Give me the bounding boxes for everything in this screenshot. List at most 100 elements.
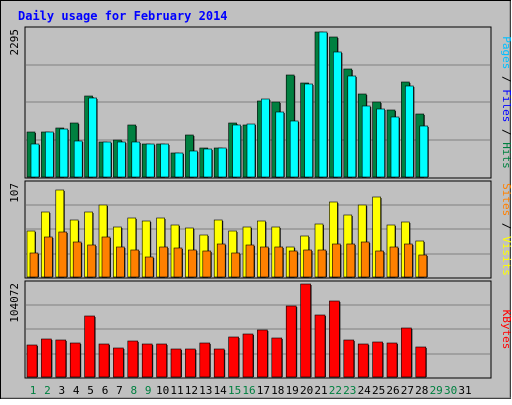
x-label-day-18: 18 — [271, 384, 284, 397]
bar-pages-day-9 — [145, 143, 155, 178]
x-label-day-22: 22 — [329, 384, 342, 397]
bar-pages-day-14 — [217, 147, 227, 178]
bar-pages-day-20 — [304, 83, 313, 178]
series-label-part: / — [500, 69, 512, 89]
bar-kbytes-day-19 — [285, 305, 297, 378]
bar-kbytes-day-8 — [127, 340, 139, 378]
x-label-day-3: 3 — [58, 384, 65, 397]
x-label-day-19: 19 — [286, 384, 299, 397]
bar-pages-day-26 — [390, 116, 400, 178]
bar-pages-day-19 — [289, 120, 299, 178]
panel-2-series-label: KBytes — [500, 310, 512, 350]
bar-sites-day-22 — [332, 243, 341, 278]
bar-kbytes-day-28 — [415, 346, 427, 378]
x-label-day-1: 1 — [30, 384, 37, 397]
bar-kbytes-day-4 — [69, 342, 81, 378]
bar-sites-day-15 — [231, 252, 240, 278]
series-label-part: KBytes — [500, 310, 512, 350]
series-label-part: Sites — [500, 183, 512, 216]
bar-pages-day-15 — [232, 124, 241, 178]
x-label-day-15: 15 — [228, 384, 241, 397]
chart-panels: 2295 Pages / Files / Hits 107 Sites / Visit… — [8, 26, 512, 379]
series-label-part: Visits — [500, 236, 512, 276]
bar-pages-day-1 — [30, 143, 40, 178]
x-label-day-23: 23 — [343, 384, 356, 397]
bar-sites-day-1 — [29, 252, 39, 278]
bar-pages-day-6 — [102, 141, 112, 178]
bar-kbytes-day-26 — [386, 342, 398, 378]
bar-sites-day-12 — [188, 249, 197, 278]
bar-sites-day-4 — [72, 241, 82, 278]
series-label-part: Hits — [500, 142, 512, 169]
bar-pages-day-21 — [318, 31, 328, 178]
bar-sites-day-7 — [116, 246, 125, 278]
bar-kbytes-day-11 — [170, 348, 182, 378]
bar-kbytes-day-22 — [329, 300, 340, 378]
x-label-day-21: 21 — [314, 384, 327, 397]
x-axis-labels: 1 2 3 4 5 6 7 8 9 10 11 12 13 14 15 16 17 18 19 20 21 22 23 24 2… — [30, 384, 472, 397]
bar-sites-day-6 — [101, 236, 111, 278]
x-label-day-30: 30 — [444, 384, 457, 397]
x-label-day-13: 13 — [199, 384, 212, 397]
bar-kbytes-day-10 — [156, 343, 167, 378]
bar-pages-day-5 — [88, 97, 97, 178]
x-label-day-14: 14 — [214, 384, 228, 397]
bar-sites-day-10 — [159, 246, 168, 278]
bar-kbytes-day-25 — [372, 341, 383, 378]
x-label-day-10: 10 — [156, 384, 169, 397]
x-label-day-5: 5 — [87, 384, 94, 397]
bar-pages-day-10 — [160, 143, 169, 178]
bar-pages-day-28 — [419, 125, 429, 178]
bar-sites-day-14 — [216, 243, 226, 278]
bar-pages-day-25 — [376, 108, 385, 178]
bar-sites-day-2 — [44, 236, 53, 278]
bar-pages-day-18 — [275, 111, 285, 178]
bar-kbytes-day-17 — [257, 329, 268, 378]
x-label-day-2: 2 — [44, 384, 51, 397]
bar-sites-day-17 — [260, 246, 269, 278]
x-label-day-4: 4 — [73, 384, 80, 397]
x-label-day-16: 16 — [242, 384, 255, 397]
bar-sites-day-24 — [360, 241, 370, 278]
x-label-day-26: 26 — [386, 384, 399, 397]
bar-sites-day-20 — [303, 249, 312, 278]
panel-0-series-label: Pages / Files / Hits — [500, 36, 512, 169]
series-label-part: / — [500, 216, 512, 236]
x-label-day-27: 27 — [401, 384, 414, 397]
bar-kbytes-day-18 — [271, 337, 283, 378]
panel-1-series-label: Sites / Visits — [500, 183, 512, 276]
series-label-part: / — [500, 122, 512, 142]
x-label-day-6: 6 — [102, 384, 109, 397]
x-label-day-31: 31 — [458, 384, 471, 397]
bar-sites-day-25 — [375, 250, 384, 278]
panel-0-y-max-label: 2295 — [8, 29, 21, 56]
bar-kbytes-day-14 — [213, 348, 225, 378]
bar-kbytes-day-7 — [113, 347, 124, 378]
bar-kbytes-day-20 — [300, 283, 311, 378]
x-label-day-8: 8 — [130, 384, 137, 397]
bar-kbytes-day-23 — [343, 339, 355, 378]
bar-pages-day-22 — [333, 51, 342, 178]
series-label-part: Files — [500, 89, 512, 122]
bar-sites-day-16 — [245, 244, 255, 278]
bar-kbytes-day-3 — [55, 339, 67, 378]
series-label-part: Pages — [500, 36, 512, 69]
bar-pages-day-4 — [73, 140, 83, 178]
bar-sites-day-11 — [173, 247, 183, 278]
bar-kbytes-day-12 — [185, 348, 196, 378]
x-label-day-11: 11 — [170, 384, 183, 397]
x-label-day-28: 28 — [415, 384, 428, 397]
panel-0: 2295 Pages / Files / Hits — [8, 26, 512, 179]
bar-pages-day-11 — [174, 152, 184, 178]
chart-title: Daily usage for February 2014 — [18, 9, 228, 23]
bar-sites-day-13 — [202, 250, 212, 278]
x-label-day-20: 20 — [300, 384, 313, 397]
bar-kbytes-day-1 — [26, 344, 38, 378]
bar-kbytes-day-24 — [357, 343, 369, 378]
bar-pages-day-8 — [131, 141, 141, 178]
bar-kbytes-day-2 — [41, 338, 52, 378]
bar-sites-day-19 — [288, 250, 298, 278]
x-label-day-7: 7 — [116, 384, 123, 397]
